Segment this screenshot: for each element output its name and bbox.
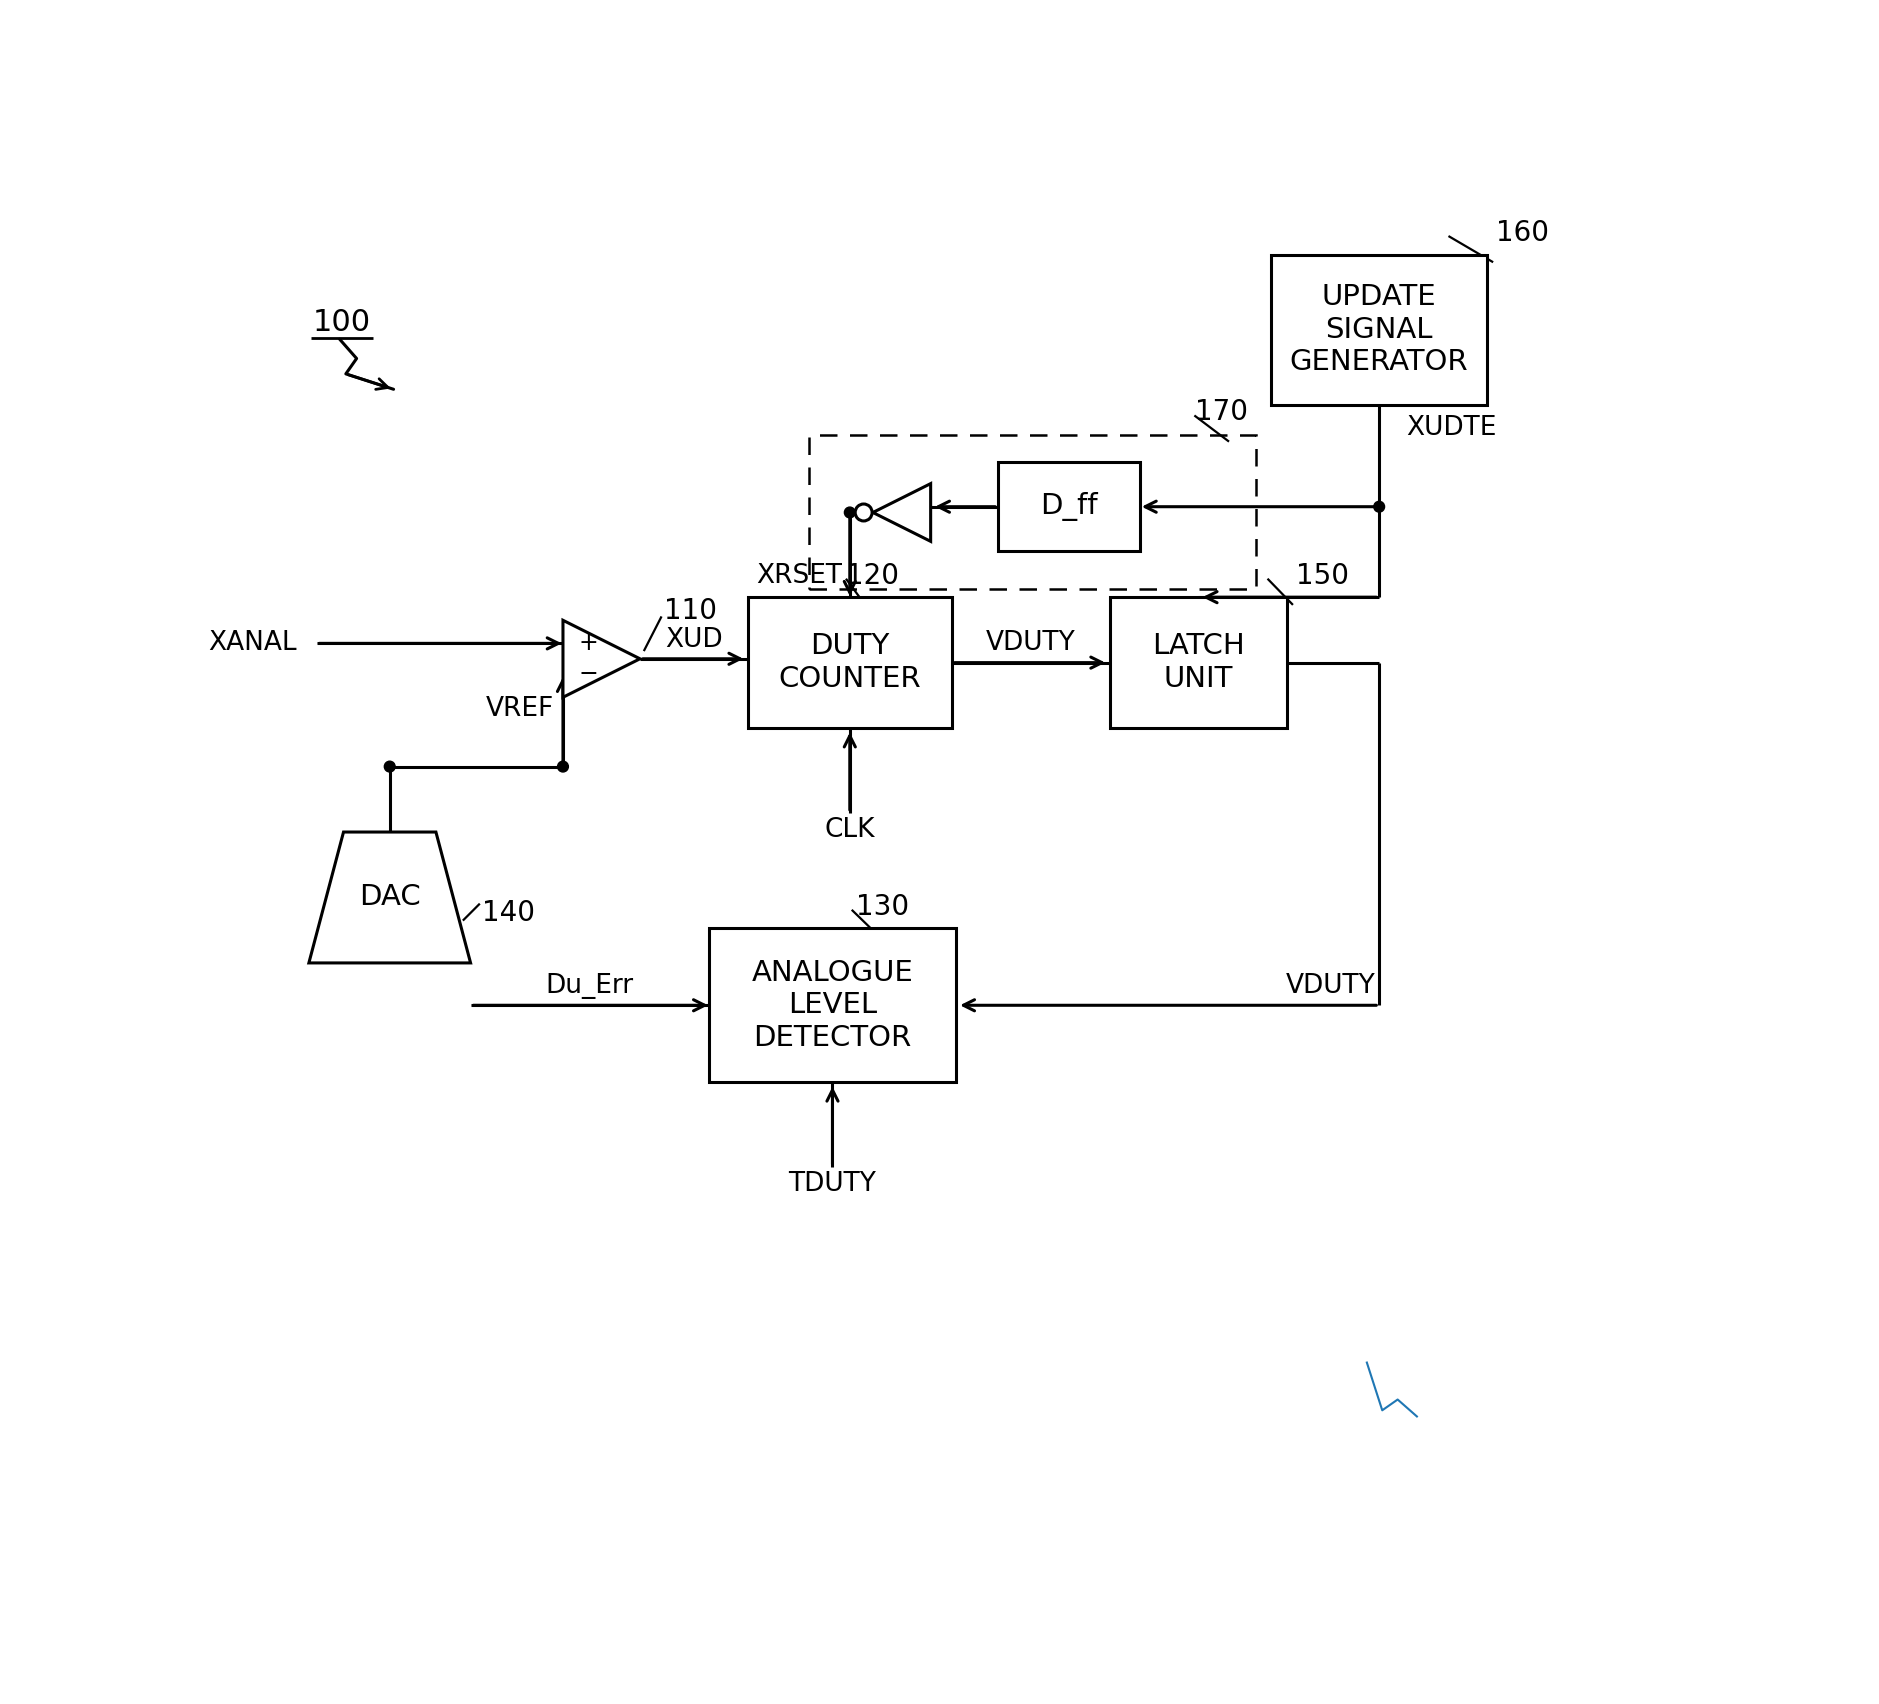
Text: 150: 150 <box>1297 562 1349 590</box>
Text: 160: 160 <box>1496 220 1548 247</box>
Bar <box>748 596 953 728</box>
Text: LATCH
UNIT: LATCH UNIT <box>1152 632 1244 694</box>
Text: XANAL: XANAL <box>209 630 297 656</box>
Text: VREF: VREF <box>485 695 554 722</box>
Text: DAC: DAC <box>359 883 421 912</box>
Polygon shape <box>308 832 470 963</box>
Circle shape <box>558 762 567 772</box>
Text: 100: 100 <box>312 308 370 337</box>
Text: Du_Err: Du_Err <box>547 973 633 999</box>
Text: XUD: XUD <box>665 627 723 653</box>
Text: XUDTE: XUDTE <box>1405 414 1496 441</box>
Circle shape <box>855 504 872 521</box>
Text: TDUTY: TDUTY <box>789 1171 876 1196</box>
Circle shape <box>844 508 855 518</box>
Text: −: − <box>579 663 599 687</box>
Polygon shape <box>564 620 641 697</box>
Circle shape <box>385 762 395 772</box>
Text: 170: 170 <box>1195 399 1248 426</box>
Text: DUTY
COUNTER: DUTY COUNTER <box>778 632 921 694</box>
Bar <box>810 436 1255 590</box>
Text: D_ff: D_ff <box>1041 492 1097 521</box>
Text: ANALOGUE
LEVEL
DETECTOR: ANALOGUE LEVEL DETECTOR <box>752 959 913 1051</box>
Text: VDUTY: VDUTY <box>1285 973 1375 999</box>
Text: +: + <box>579 632 599 656</box>
Text: 140: 140 <box>483 900 536 927</box>
Bar <box>998 462 1141 550</box>
Bar <box>708 929 956 1082</box>
Text: 130: 130 <box>857 893 909 920</box>
Text: VDUTY: VDUTY <box>986 630 1075 656</box>
Text: UPDATE
SIGNAL
GENERATOR: UPDATE SIGNAL GENERATOR <box>1289 283 1469 377</box>
Text: 120: 120 <box>846 562 900 590</box>
Bar <box>1110 596 1287 728</box>
Circle shape <box>1374 501 1385 513</box>
Text: 110: 110 <box>663 596 716 625</box>
Bar <box>1272 254 1486 404</box>
Text: XRSET: XRSET <box>755 562 842 588</box>
Text: CLK: CLK <box>825 816 876 843</box>
Polygon shape <box>874 484 930 542</box>
